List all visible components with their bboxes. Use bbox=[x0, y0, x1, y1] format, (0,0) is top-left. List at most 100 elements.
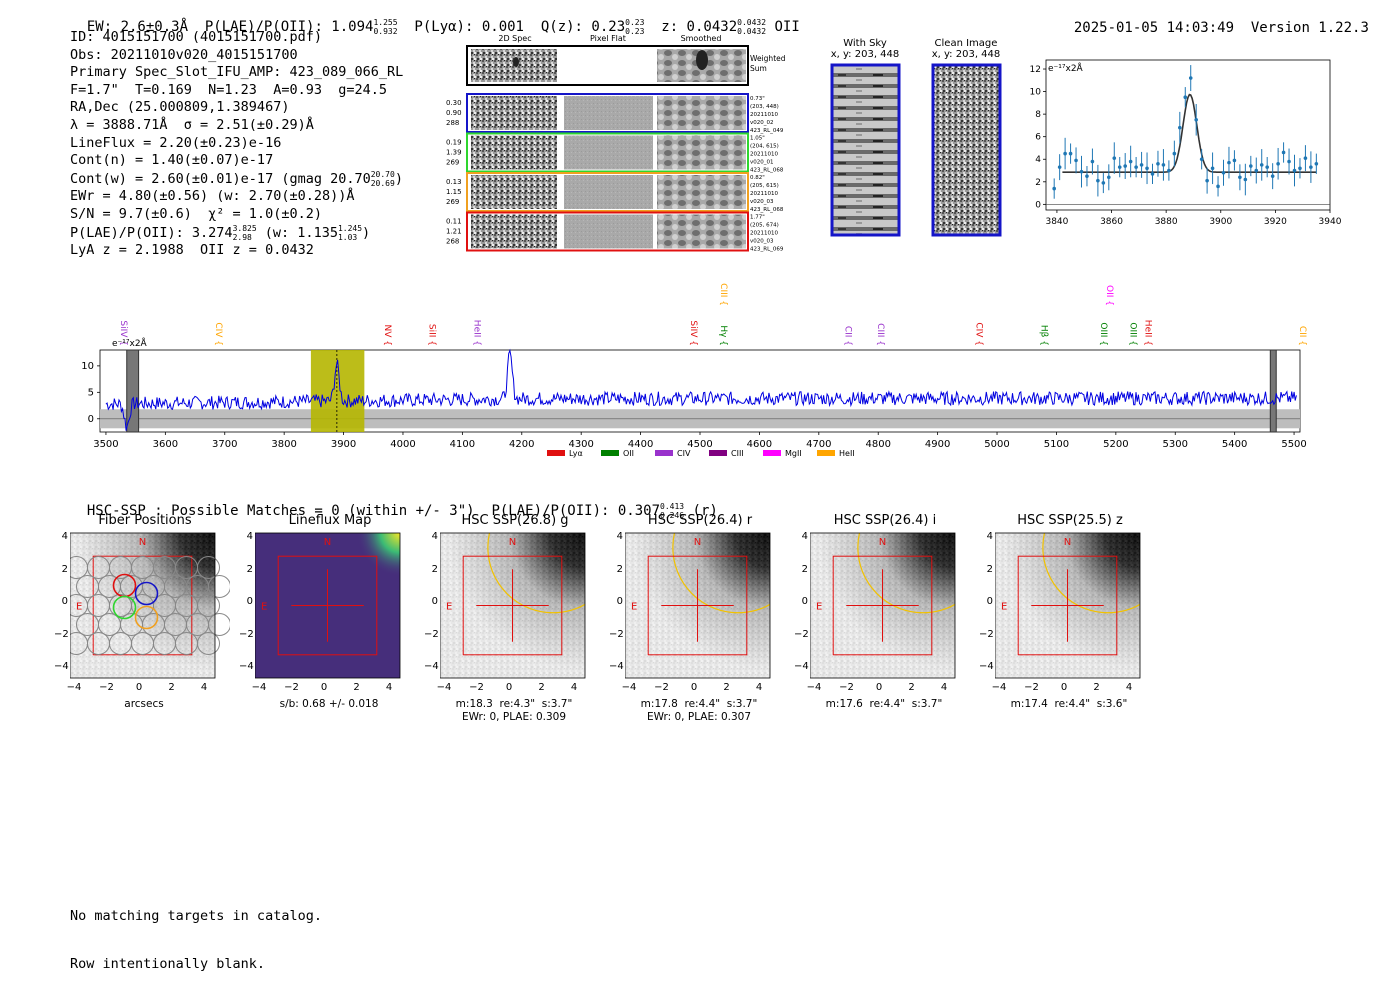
zoom-xtick: 3900 bbox=[1209, 217, 1232, 227]
cutout-right-label: 20211010 bbox=[750, 191, 778, 197]
plae2-lo: 2.98 bbox=[232, 232, 252, 242]
info-plae2: P(LAE)/P(OII): 3.274 3.825 2.98 (w: 1.135 1… bbox=[70, 223, 371, 242]
hsc-ytick: 0 bbox=[616, 596, 623, 607]
zoom-xtick: 3880 bbox=[1155, 217, 1178, 227]
cutout-right-label: 423_RL_049 bbox=[750, 128, 784, 134]
spectrum-xtick: 5500 bbox=[1281, 439, 1306, 450]
legend-swatch bbox=[817, 450, 835, 456]
spectrum-line bbox=[105, 348, 1297, 431]
zoom-axes: 3840 3860 3880 3900 3920 3940 0 2 4 6 8 10 12 bbox=[1030, 65, 1342, 227]
sky-images bbox=[830, 63, 1002, 237]
search-box bbox=[832, 555, 933, 656]
cutout-smoothed bbox=[657, 135, 746, 170]
zoom-point bbox=[1232, 158, 1237, 163]
hsc-panel-title: HSC SSP(26.4) i bbox=[833, 513, 937, 528]
hsc-panel-caption: arcsecs bbox=[124, 698, 164, 710]
hsc-ytick: 2 bbox=[616, 563, 623, 575]
zoom-point bbox=[1249, 164, 1253, 168]
zoom-point bbox=[1183, 95, 1188, 100]
zoom-point bbox=[1309, 165, 1313, 169]
zoom-point bbox=[1216, 184, 1220, 189]
hsc-panel-caption: EWr: 0, PLAE: 0.309 bbox=[461, 711, 567, 723]
search-box bbox=[647, 555, 748, 656]
zoom-ytick: 6 bbox=[1035, 133, 1041, 143]
hsc-ytick: −4 bbox=[54, 661, 69, 672]
spectrum-xtick: 4900 bbox=[925, 439, 950, 450]
emission-line-label: HeII { bbox=[1143, 320, 1153, 346]
clean-image bbox=[931, 63, 1002, 237]
spectrum-ytick: 5 bbox=[88, 387, 94, 398]
spectrum-axes: 3500 3600 3700 3800 3900 4000 4100 4200 4300 4400… bbox=[81, 361, 1307, 450]
hsc-panel: HSC SSP(26.4) r N E 4 2 0 −2 −4 −4 −2 0 2 4 m:17.8 re… bbox=[609, 512, 785, 727]
hsc-panel: HSC SSP(25.5) z N E 4 2 0 −2 −4 −4 −2 0 2 4 m:17.4 re… bbox=[979, 512, 1155, 727]
legend-swatch bbox=[547, 450, 565, 456]
cutout-right-label: v020_03 bbox=[750, 199, 774, 205]
hsc-title-text: HSC-SSP : Possible Matches = 0 (within +… bbox=[86, 503, 661, 519]
zoom-xtick: 3940 bbox=[1319, 217, 1342, 227]
compass-e: E bbox=[631, 602, 637, 613]
plae-hi: 1.255 bbox=[373, 18, 398, 27]
hsc-panel-caption: m:17.4 re:4.4" s:3.6" bbox=[1010, 698, 1128, 710]
plae-value: P(LAE)/P(OII): 1.094 bbox=[204, 19, 374, 35]
zoom-point bbox=[1085, 174, 1089, 178]
hsc-panel-image: NE bbox=[995, 532, 1141, 679]
timestamp: 2025-01-05 14:03:49 bbox=[1073, 20, 1235, 36]
cutout-left-label: 269 bbox=[446, 159, 459, 167]
info-lyaz: LyA z = 2.1988 OII z = 0.0432 bbox=[70, 242, 314, 259]
spectrum-xtick: 5300 bbox=[1163, 439, 1188, 450]
cutout-right-label: 0.82" bbox=[750, 175, 765, 181]
col-header-smoothed: Smoothed bbox=[681, 34, 722, 43]
zoom-xtick: 3840 bbox=[1045, 217, 1068, 227]
zoom-xtick: 3920 bbox=[1264, 217, 1287, 227]
hsc-ytick: 2 bbox=[431, 563, 438, 575]
zoom-point bbox=[1205, 178, 1209, 183]
fiber-circle bbox=[208, 613, 230, 636]
legend-label: Lyα bbox=[569, 449, 583, 458]
cutout-right-label: 20211010 bbox=[750, 152, 778, 158]
hsc-xtick: 0 bbox=[690, 682, 698, 693]
legend-swatch bbox=[763, 450, 781, 456]
zoom-point bbox=[1139, 163, 1144, 167]
hsc-ytick: −2 bbox=[239, 628, 254, 640]
hsc-xtick: −2 bbox=[1024, 682, 1039, 693]
zoom-point bbox=[1150, 172, 1155, 176]
hsc-panel: Fiber Positions N E 4 2 0 −2 −4 −4 −2 0 2 4 arcsecs bbox=[54, 512, 230, 727]
hsc-xtick: 2 bbox=[538, 682, 545, 693]
zoom-point bbox=[1281, 150, 1286, 155]
zoom-fit-curve bbox=[1062, 93, 1317, 173]
masked-region bbox=[126, 349, 140, 433]
hsc-xtick: 4 bbox=[755, 682, 763, 693]
cutout-left-label: 1.21 bbox=[446, 228, 462, 236]
hsc-xtick: 2 bbox=[723, 682, 730, 693]
clean-image-coords: x, y: 203, 448 bbox=[931, 49, 1001, 60]
cutout-left-label: 1.39 bbox=[446, 149, 462, 157]
cutout-pixelflat bbox=[564, 175, 653, 209]
cutout-pixelflat bbox=[564, 214, 653, 249]
aperture-ellipse bbox=[857, 533, 955, 614]
spectrum-ytick: 10 bbox=[81, 361, 94, 372]
hsc-xtick: −4 bbox=[251, 682, 267, 693]
cutout-left-label: 268 bbox=[446, 238, 459, 246]
search-box bbox=[1017, 555, 1118, 656]
cutout-right-label: 1.77" bbox=[750, 215, 765, 221]
cutout-right-label: 1.05" bbox=[750, 136, 765, 142]
cutout-left-label: 269 bbox=[446, 198, 459, 206]
with-sky-image bbox=[830, 63, 901, 237]
spectrum-xtick: 5200 bbox=[1103, 439, 1128, 450]
qz-hi: 0.23 bbox=[625, 18, 645, 27]
zoom-ylabel: e⁻¹⁷x2Å bbox=[1048, 62, 1084, 74]
zoom-point bbox=[1079, 169, 1084, 174]
hsc-panel-caption: m:17.8 re:4.4" s:3.7" bbox=[640, 698, 758, 710]
hsc-ytick: 0 bbox=[986, 596, 993, 607]
hsc-xtick: 0 bbox=[320, 682, 328, 693]
with-sky-label: With Sky bbox=[843, 38, 887, 49]
compass-e: E bbox=[76, 602, 82, 613]
zoom-point bbox=[1123, 164, 1127, 168]
emission-line-label: SiIV { bbox=[688, 320, 698, 346]
zoom-point bbox=[1063, 151, 1067, 156]
with-sky-title: With Sky x, y: 203, 448 bbox=[830, 38, 900, 60]
timestamp-version: 2025-01-05 14:03:49 Version 1.22.3 bbox=[1057, 4, 1369, 36]
hsc-ytick: 2 bbox=[61, 563, 68, 575]
zoom-point bbox=[1167, 168, 1171, 173]
zoom-point bbox=[1298, 166, 1302, 171]
